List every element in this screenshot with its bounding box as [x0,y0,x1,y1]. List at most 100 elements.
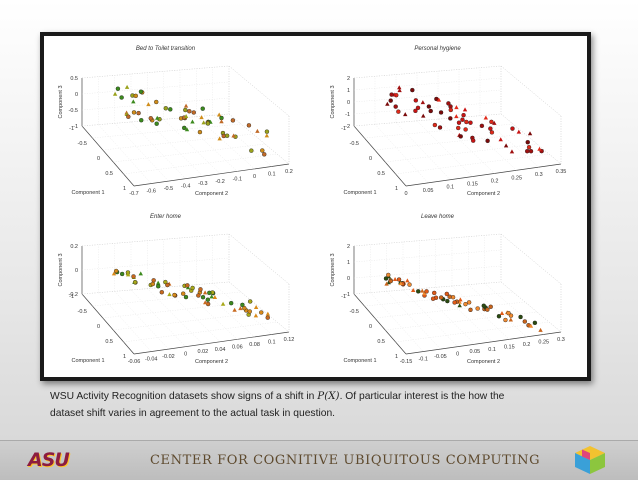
panel-3-point [532,320,538,326]
panel-0-point [133,93,138,99]
panel-0-grid [81,113,230,127]
scatter-plots-svg: Bed to Toilet transition 0.5 0 -0.5 -1 Compon… [58,46,566,365]
panel-2-point [253,313,259,318]
panel-0-point [131,99,136,104]
panel-3-grid [500,281,562,333]
panel-2-point [232,307,237,312]
panel-1-point [403,112,408,117]
panel-3-y-tick-label: 0.3 [557,337,565,343]
panel-2-y-tick-label: 0.06 [232,344,243,350]
panel-3-point [407,282,412,287]
panel-1-grid [353,77,502,91]
panel-0-point [230,118,236,123]
panel-0-point [138,89,144,94]
panel-1-grid [395,122,451,180]
panel-2-axis-y [133,331,290,355]
panel-2-point [155,280,161,285]
panel-2-y-tick-label: 0 [184,352,187,358]
panel-0-axis-y [133,163,290,187]
panel-2-y-tick-label: 0.02 [198,349,209,355]
panel-0-point [154,99,159,105]
panel-3-y-tick-label: -0.1 [418,357,427,363]
panel-1-point [446,101,451,106]
panel-1-point [456,125,461,131]
panel-3-y-tick-label: -0.15 [400,359,413,365]
panel-2-point [125,272,131,277]
panel-3-z-tick-label: 0 [347,276,350,282]
panel-1-point [426,104,432,109]
panel-2-point [265,311,271,316]
panel-2-point [202,290,208,295]
panel-0-point [139,118,144,123]
panel-2-point [167,292,172,297]
panel-0-point [183,103,189,108]
panel-1-grid [479,115,539,168]
panel-3-point [383,276,389,281]
panel-2-point [240,302,245,308]
panel-3-point [396,277,402,282]
panel-0-point [115,86,121,91]
panel-0-y-tick-label: -0.7 [129,191,138,197]
panel-2-point [132,279,138,285]
panel-1-point [479,123,485,129]
panel-2-grid [123,321,278,343]
panel-1-point [464,119,469,125]
panel-2-point [259,310,264,315]
panel-0-grid [163,119,221,174]
panel-2-point [198,287,203,292]
panel-0-y-tick-label: -0.1 [233,176,242,182]
panel-0-point [136,110,141,116]
panel-1-point [468,120,473,125]
panel-0-point [182,125,187,131]
panel-2-point [163,279,168,285]
panel-2-point [228,300,234,306]
panel-1-point [503,143,509,148]
panel-0-point [155,115,160,120]
panel-1-point [448,107,453,113]
panel-3-point [405,278,410,283]
panel-1-point [458,134,463,139]
panel-0-y-tick-label: -0.5 [164,186,173,192]
panel-1-point [454,114,459,119]
panel-2-point [247,309,252,314]
panel-0-z-tick-label: -0.5 [69,108,78,114]
panel-0-grid [228,65,290,117]
panel-1-y-tick-label: 0.25 [511,175,522,181]
panel-3-z-label: Component 3 [330,253,336,286]
panel-3-grid [364,291,514,307]
panel-1-grid [385,143,538,163]
panel-3-x-tick-label: -1 [341,294,346,300]
caption-line1-pre: WSU Activity Recognition datasets show s… [50,391,318,402]
panel-2-point [185,283,190,288]
panel-1-x-tick-label: 1 [395,186,398,192]
panel-2-z-tick-label: 0 [75,268,78,274]
panel-0-y-tick-label: 0.2 [285,169,293,175]
panel-1-x-tick-label: -1 [341,126,346,132]
panel-3-point [452,300,457,305]
panel-3-point [445,298,450,304]
panel-1-point [396,109,401,114]
panel-1-y-tick-label: 0.15 [467,182,478,188]
panel-0-x-tick-label: 0 [97,156,100,162]
panel-2-point [138,271,143,276]
panel-3-grid [435,287,493,342]
panel-2-point [113,268,119,274]
panel-3-x-tick-label: -0.5 [350,309,359,315]
panel-0-point [154,121,159,126]
panel-1-y-tick-label: 0 [404,191,407,197]
panel-2-y-tick-label: 0.12 [284,337,295,343]
panel-0-point [148,116,153,121]
panel-2-grid [114,291,169,350]
panel-0-point [183,114,189,119]
panel-3-y-tick-label: 0.05 [470,349,481,355]
panel-2-point [165,282,170,288]
panel-2-y-tick-label: 0.08 [249,342,260,348]
panel-3-grid [484,283,544,335]
panel-3-point [468,307,473,313]
panel-3-point [475,306,480,311]
panel-3-grid [500,233,562,285]
panel-0-point [131,110,137,115]
panel-0-title: Bed to Toilet transition [136,46,196,52]
panel-0-point [264,133,270,138]
panel-0-grid [179,117,238,172]
